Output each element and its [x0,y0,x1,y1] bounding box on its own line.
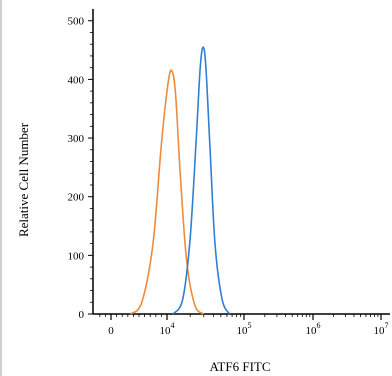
y-tick-label: 0 [79,309,85,321]
y-tick-label: 300 [68,133,85,145]
y-tick-label: 100 [68,250,85,262]
y-tick-label: 200 [68,192,85,204]
y-tick-label: 400 [68,74,85,86]
x-axis-title: ATF6 FITC [209,359,270,374]
x-tick-label: 105 [237,321,252,337]
x-tick-label: 0 [108,325,114,337]
x-tick-label: 107 [374,321,389,337]
x-tick-label: 104 [160,321,175,337]
tick-marks [88,20,382,320]
y-tick-labels: 0 100 200 300 400 500 [68,16,85,321]
x-tick-labels: 0 104 105 106 107 [108,321,388,337]
y-tick-label: 500 [68,16,85,28]
y-axis-title: Relative Cell Number [16,122,31,237]
series-line-blue [172,46,231,315]
x-tick-label: 106 [306,321,321,337]
